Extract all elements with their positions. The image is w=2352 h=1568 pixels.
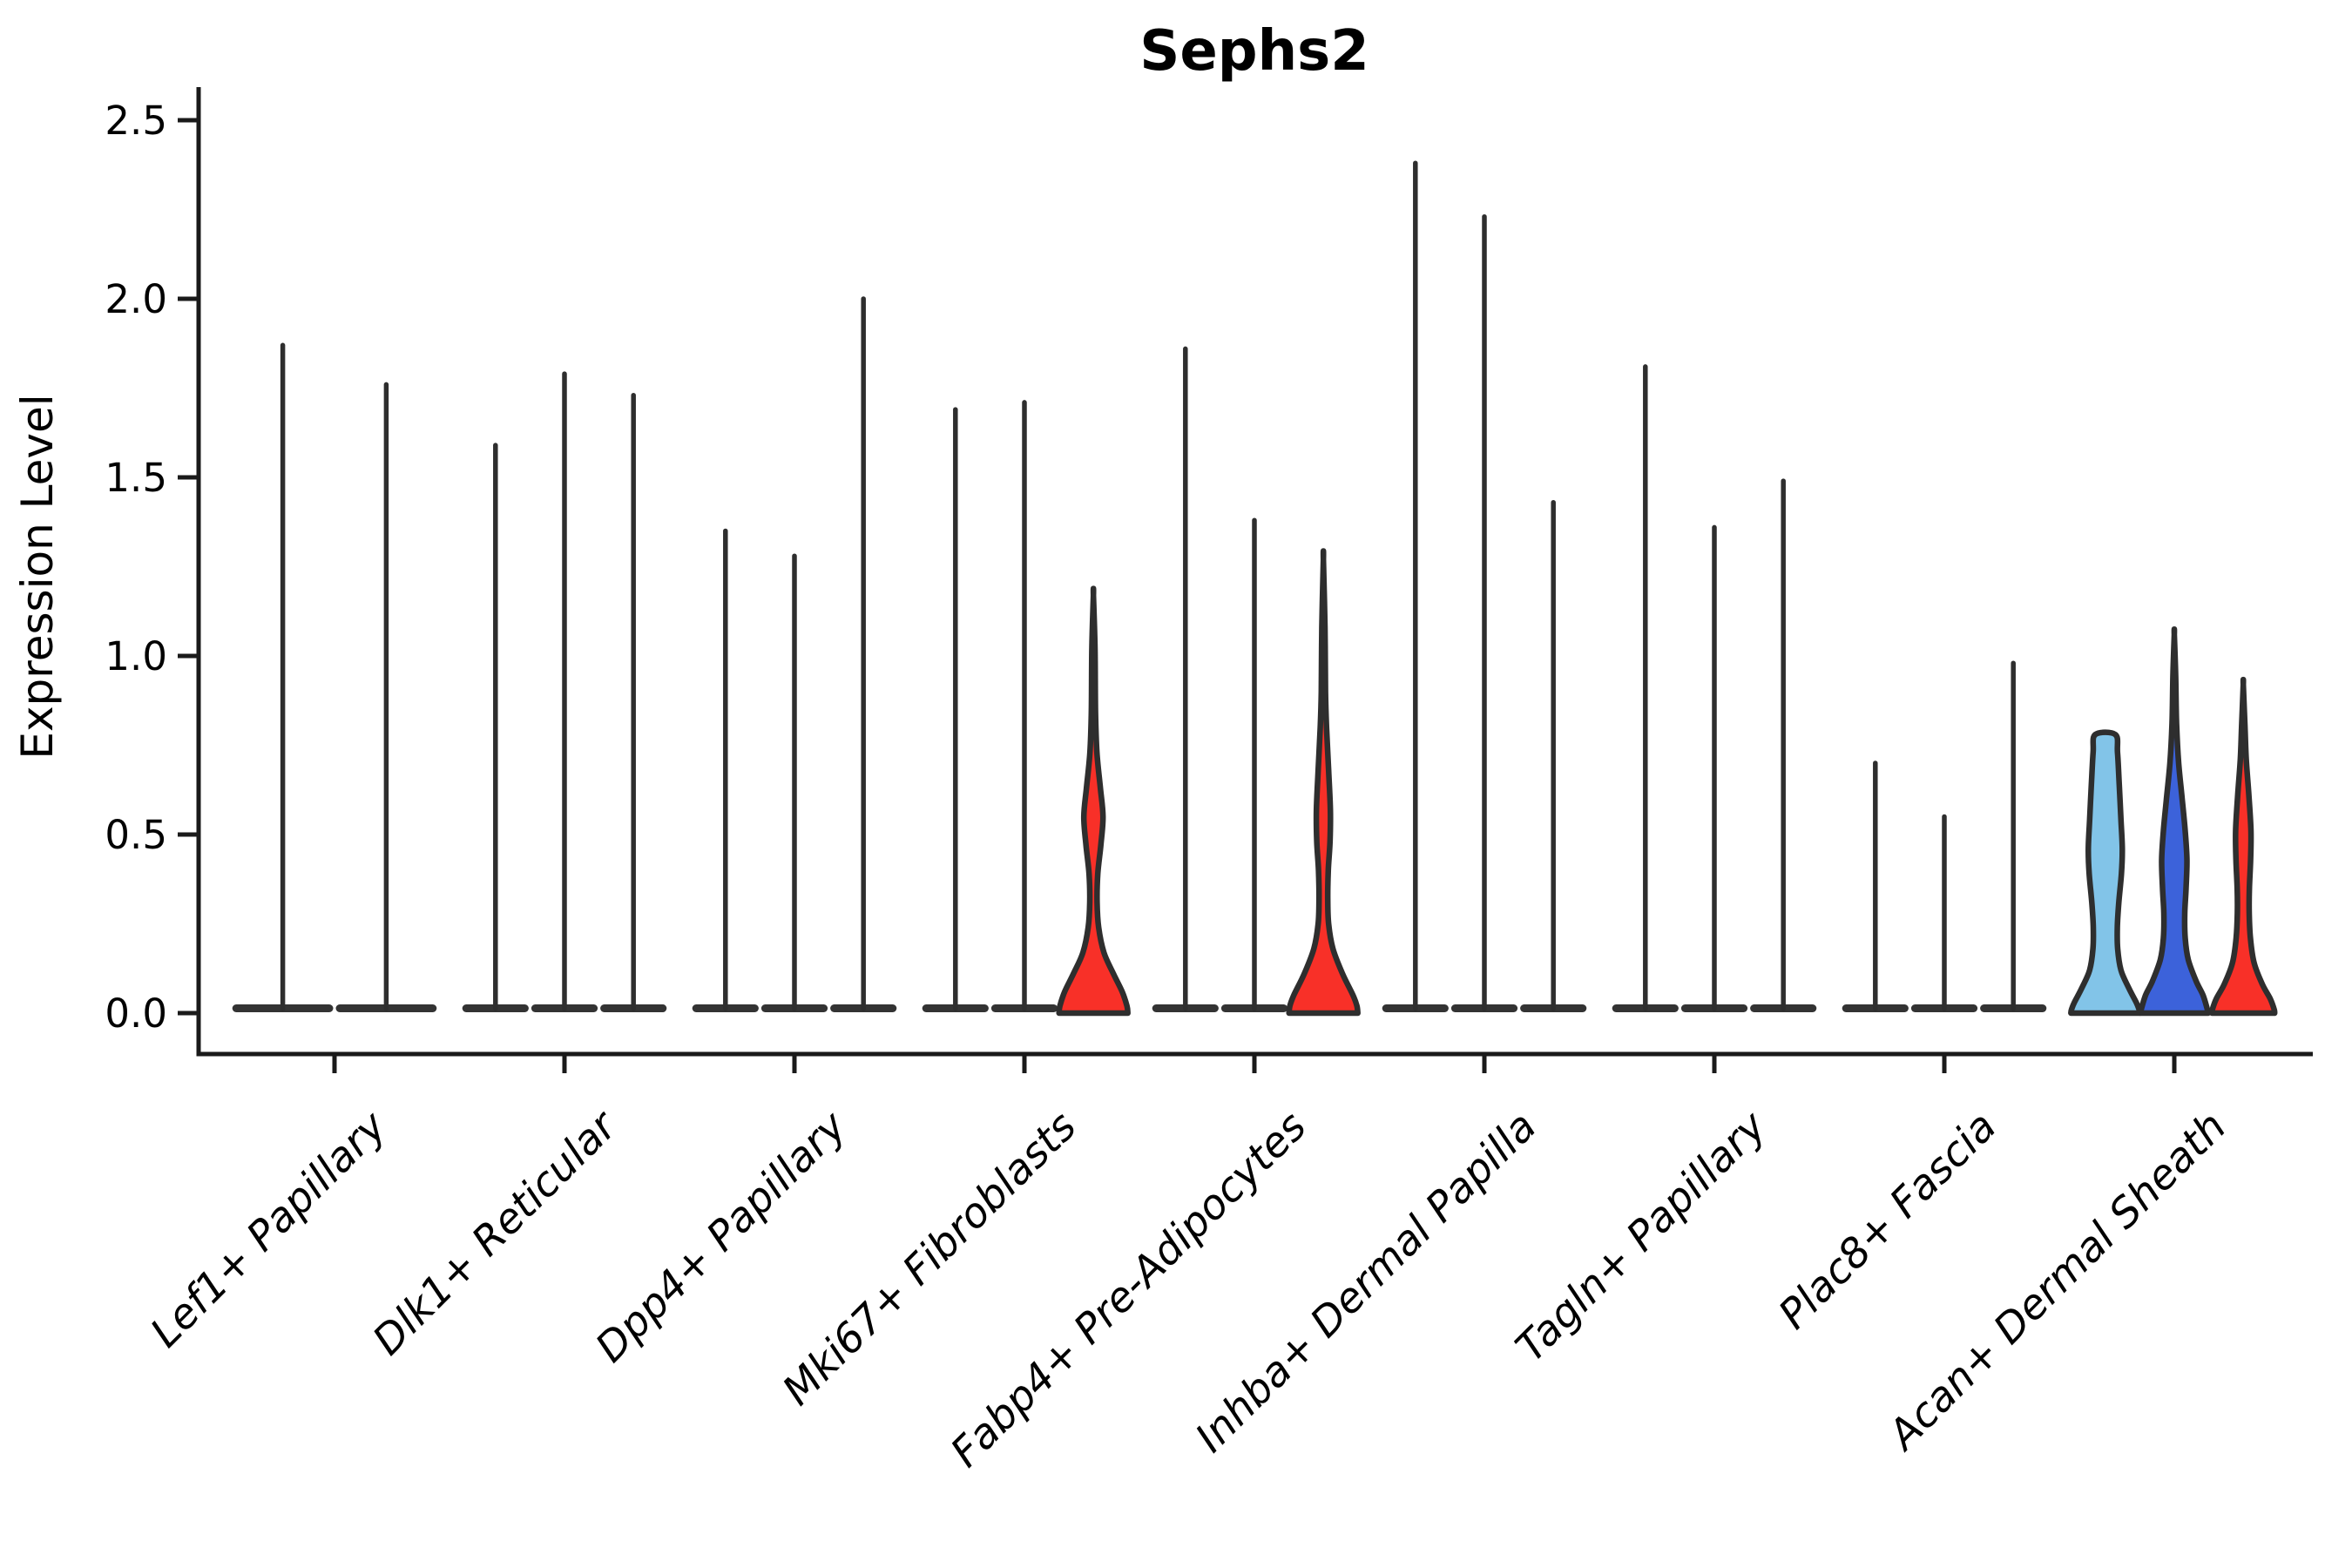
x-tick-label: Tagln+ Papillary [1507, 1102, 1777, 1372]
violin-body-light_blue [2068, 729, 2143, 1017]
y-tick-label: 2.0 [105, 276, 167, 322]
x-tick-label: Lef1+ Papillary [141, 1102, 396, 1357]
violin-body-dark_blue [2137, 626, 2212, 1017]
y-tick-label: 0.5 [105, 812, 167, 858]
y-tick-label: 2.5 [105, 98, 167, 144]
violin-body-red [2208, 676, 2278, 1017]
x-tick-label: Dlk1+ Reticular [364, 1101, 628, 1365]
y-tick-label: 0.0 [105, 990, 167, 1037]
y-tick-label: 1.0 [105, 633, 167, 679]
violin-body-red [1056, 585, 1131, 1017]
x-tick-label: Dpp4+ Papillary [586, 1102, 856, 1372]
x-tick-label: Plac8+ Fascia [1769, 1103, 2005, 1339]
y-tick-label: 1.5 [105, 455, 167, 501]
chart-title: Sephs2 [1139, 19, 1369, 84]
violin-body-red [1286, 548, 1361, 1017]
y-axis-label: Expression Level [12, 394, 63, 759]
